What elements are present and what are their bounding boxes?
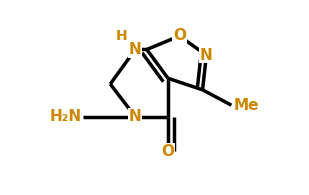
Text: H: H bbox=[116, 29, 128, 43]
Text: N: N bbox=[129, 42, 142, 57]
Text: O: O bbox=[173, 28, 186, 43]
Text: N: N bbox=[129, 109, 142, 124]
Text: N: N bbox=[200, 48, 213, 63]
Text: O: O bbox=[162, 144, 175, 159]
Text: H₂N: H₂N bbox=[49, 109, 82, 124]
Text: Me: Me bbox=[233, 98, 259, 113]
